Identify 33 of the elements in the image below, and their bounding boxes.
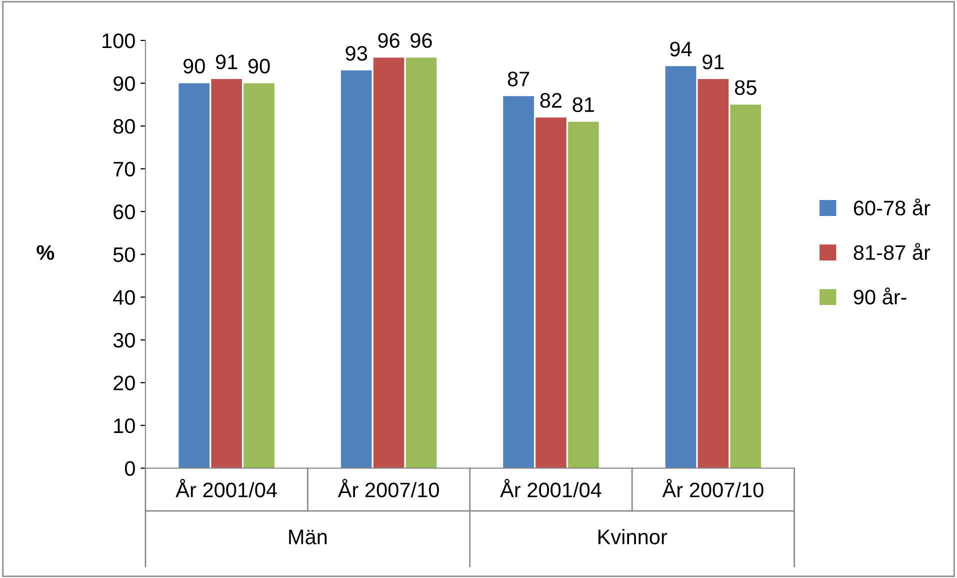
y-tick-label: 60 [114, 204, 135, 220]
y-tick-label: 30 [113, 332, 135, 348]
legend-label: 60-78 år [854, 198, 930, 216]
legend-label: 90 år- [854, 288, 906, 304]
y-tick-label: 100 [102, 33, 135, 48]
data-label: 81 [572, 97, 594, 112]
y-tick-label: 70 [114, 162, 135, 177]
x-tick-label: År 2001/04 [176, 478, 277, 498]
x-tick-label: År 2007/10 [338, 478, 439, 498]
y-tick-label: 10 [114, 418, 135, 434]
data-label: 87 [508, 72, 530, 86]
data-label: 90 [248, 58, 270, 74]
y-tick-label: 90 [114, 76, 135, 91]
y-axis-title: % [36, 245, 54, 260]
x-tick-label: År 2001/04 [500, 478, 602, 498]
data-label: 91 [216, 54, 238, 70]
data-label: 85 [734, 80, 756, 95]
legend-label: 81-87 år [854, 242, 930, 260]
y-tick-label: 50 [113, 247, 135, 262]
data-label: 96 [378, 33, 400, 48]
y-tick-label: 40 [113, 290, 135, 305]
data-label: 90 [184, 58, 205, 74]
data-label: 91 [702, 54, 724, 70]
data-label: 93 [346, 46, 368, 61]
data-label: 96 [410, 33, 432, 48]
text: Kvinnor [598, 529, 668, 544]
y-tick-label: 20 [114, 376, 135, 390]
data-label: 94 [670, 42, 692, 56]
y-tick-label: 0 [124, 461, 135, 476]
data-label: 82 [540, 93, 562, 108]
y-tick-label: 80 [113, 119, 135, 134]
text: Män [289, 530, 327, 544]
x-tick-label: År 2007/10 [662, 478, 764, 498]
